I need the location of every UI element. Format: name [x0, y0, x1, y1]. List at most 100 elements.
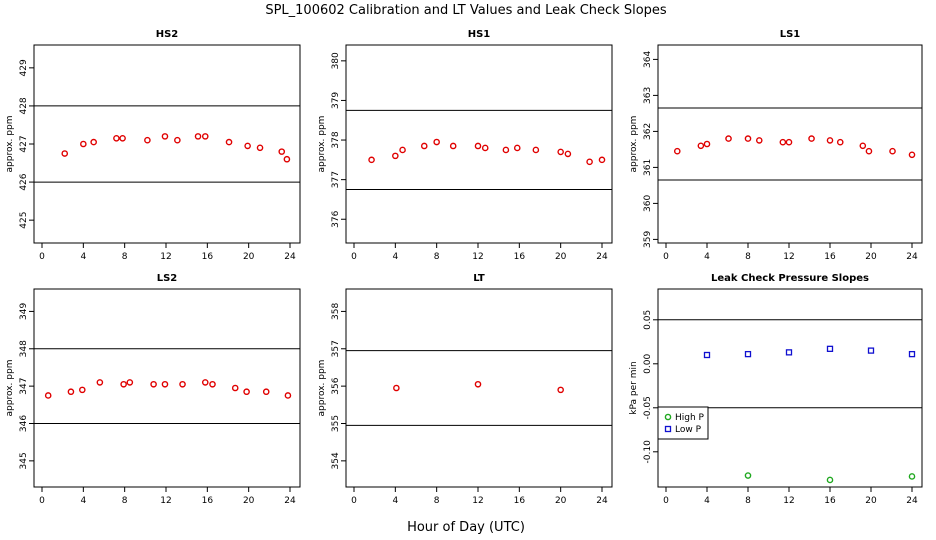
data-point	[836, 138, 844, 146]
x-tick-label: 4	[80, 252, 86, 262]
data-point	[67, 388, 75, 396]
x-tick-label: 0	[39, 252, 45, 262]
panel-5: Leak Check Pressure Slopes 0 4 8 12 16 20 24 -0.…	[629, 273, 923, 506]
data-point	[79, 386, 86, 394]
x-tick-label: 24	[906, 252, 918, 262]
data-point	[598, 156, 606, 164]
y-axis-label: approx. ppm	[5, 116, 15, 173]
panel-title: LS2	[157, 273, 178, 284]
data-point	[225, 138, 233, 146]
panel-0: HS2 0 4 8 12 16 20 24 425 426 427 428 429 approx. ppm	[5, 29, 301, 262]
x-tick-label: 12	[783, 496, 794, 506]
x-tick-label: 0	[39, 496, 45, 506]
panel-title: LS1	[780, 29, 801, 40]
y-tick-label: 426	[19, 173, 29, 190]
x-tick-label: 20	[243, 496, 255, 506]
data-point	[889, 147, 896, 155]
y-tick-label: 349	[19, 303, 29, 320]
x-tick-label: 8	[434, 496, 440, 506]
x-tick-label: 8	[122, 496, 128, 506]
x-tick-label: 20	[865, 496, 877, 506]
data-point	[201, 133, 209, 140]
data-point	[703, 351, 711, 359]
data-point	[755, 137, 763, 144]
y-tick-label: 361	[643, 159, 653, 176]
data-point	[697, 142, 705, 150]
data-point	[113, 134, 120, 142]
data-point	[120, 380, 127, 388]
panel-2: LS1 0 4 8 12 16 20 24 359 360 361 362 363 364 approx. …	[629, 29, 923, 262]
data-point	[150, 380, 157, 388]
data-point	[174, 136, 181, 144]
y-tick-label: 425	[19, 212, 29, 229]
data-point	[433, 138, 440, 146]
x-tick-label: 8	[434, 252, 440, 262]
data-point	[586, 158, 593, 166]
data-point	[785, 349, 793, 356]
x-tick-label: 4	[392, 496, 398, 506]
panel-title: LT	[473, 273, 485, 284]
x-tick-label: 24	[596, 252, 608, 262]
data-point	[867, 347, 875, 354]
y-tick-label: 355	[331, 415, 341, 432]
data-point	[557, 386, 564, 394]
data-point	[908, 151, 916, 159]
y-tick-label: 376	[331, 210, 341, 227]
data-point	[231, 384, 239, 392]
data-point	[256, 144, 264, 152]
figure-title: SPL_100602 Calibration and LT Values and…	[265, 3, 667, 18]
x-axis-label: Hour of Day (UTC)	[407, 520, 525, 535]
data-point	[474, 142, 482, 150]
y-axis-label: kPa per min	[629, 361, 639, 414]
data-point	[179, 380, 186, 388]
data-point	[161, 380, 169, 388]
x-tick-label: 20	[555, 496, 567, 506]
y-tick-label: 377	[331, 171, 341, 188]
data-point	[194, 133, 202, 140]
data-point	[744, 350, 752, 358]
data-point	[284, 392, 292, 399]
data-point	[502, 146, 510, 154]
x-tick-label: 16	[514, 496, 526, 506]
data-point	[564, 150, 572, 158]
y-tick-label: 378	[331, 131, 341, 148]
y-axis-label: approx. ppm	[5, 360, 15, 417]
data-point	[859, 142, 867, 150]
y-tick-label: 347	[19, 378, 29, 395]
data-point	[144, 136, 151, 144]
x-tick-label: 24	[284, 496, 296, 506]
x-tick-label: 4	[704, 252, 710, 262]
data-point	[725, 135, 732, 142]
data-point	[399, 146, 406, 154]
x-tick-label: 12	[472, 496, 483, 506]
x-tick-label: 4	[392, 252, 398, 262]
data-point	[392, 152, 399, 160]
y-tick-label: 429	[19, 59, 29, 76]
y-tick-label: 360	[643, 195, 653, 212]
panel-1: HS1 0 4 8 12 16 20 24 376 377 378 379 380 approx. ppm	[317, 29, 613, 262]
x-tick-label: 16	[824, 496, 836, 506]
y-tick-label: 362	[643, 123, 653, 140]
y-tick-label: 346	[19, 415, 29, 432]
data-point	[808, 135, 815, 142]
data-point	[201, 379, 209, 386]
y-tick-label: 359	[643, 231, 653, 248]
x-tick-label: 12	[783, 252, 794, 262]
x-tick-label: 20	[243, 252, 255, 262]
data-point	[90, 138, 97, 146]
data-point	[262, 388, 270, 396]
plot-frame	[33, 44, 301, 244]
y-tick-label: 428	[19, 97, 29, 114]
y-tick-label: 348	[19, 340, 29, 357]
data-point	[785, 138, 793, 146]
y-tick-label: -0.10	[643, 440, 653, 464]
legend-label: Low P	[675, 425, 702, 435]
x-tick-label: 20	[865, 252, 877, 262]
data-point	[44, 392, 52, 399]
y-tick-label: 379	[331, 92, 341, 109]
data-point	[243, 388, 250, 396]
x-tick-label: 4	[80, 496, 86, 506]
x-tick-label: 24	[906, 496, 918, 506]
data-point	[826, 137, 834, 144]
panel-title: Leak Check Pressure Slopes	[711, 273, 869, 284]
